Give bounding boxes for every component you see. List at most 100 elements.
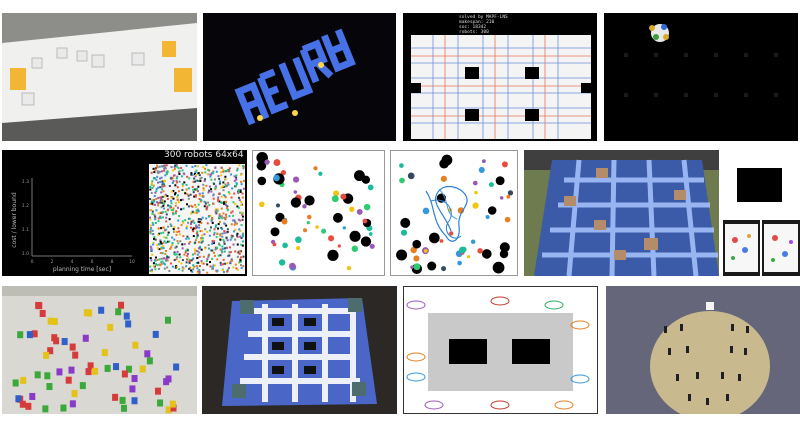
noise-cell (242, 187, 245, 190)
noise-cell (239, 211, 242, 214)
noise-cell (162, 241, 165, 244)
noise-cell (187, 197, 190, 200)
scatter-circle (340, 193, 347, 200)
scatter-circle (400, 229, 408, 236)
noise-cell (240, 224, 243, 227)
noise-cell (208, 234, 211, 237)
noise-cell (161, 188, 164, 191)
noise-cell (197, 172, 200, 175)
scatter-circle (410, 246, 417, 254)
noise-cell (225, 213, 228, 216)
noise-cell (236, 169, 239, 172)
noise-cell (149, 188, 152, 191)
noise-cell (165, 173, 168, 175)
noise-cell (194, 203, 197, 206)
noise-cell (221, 235, 224, 238)
noise-cell (189, 223, 192, 226)
noise-cell (185, 237, 188, 240)
noise-cell (176, 196, 179, 199)
noise-cell (220, 215, 223, 218)
scatter-circle (495, 176, 505, 186)
noise-cell (150, 171, 153, 174)
noise-cell (236, 235, 239, 238)
noise-cell (224, 196, 227, 199)
noise-cell (241, 212, 244, 215)
noise-cell (172, 197, 175, 200)
noise-cell (163, 165, 166, 168)
noise-cell (163, 164, 166, 167)
noise-cell (206, 263, 209, 266)
noise-cell (167, 225, 170, 228)
noise-cell (192, 268, 195, 271)
noise-cell (193, 252, 196, 255)
noise-cell (201, 192, 204, 195)
noise-cell (177, 219, 180, 222)
noise-cell (179, 199, 182, 202)
noise-cell (215, 235, 218, 238)
noise-cell (173, 238, 176, 241)
noise-cell (169, 247, 172, 250)
noise-cell (203, 205, 206, 208)
noise-cell (215, 170, 218, 173)
noise-cell (214, 187, 217, 190)
noise-cell (150, 191, 153, 194)
noise-cell (196, 267, 199, 270)
noise-cell (236, 243, 239, 246)
noise-cell (200, 218, 203, 221)
noise-cell (156, 264, 159, 267)
noise-cell (173, 230, 176, 233)
noise-cell (222, 194, 225, 197)
noise-cell (169, 206, 172, 209)
noise-cell (184, 251, 187, 254)
noise-cell (204, 247, 207, 250)
noise-cell (217, 175, 220, 178)
noise-cell (159, 201, 162, 204)
colored-block (170, 404, 177, 412)
noise-cell (155, 209, 158, 212)
y-tick-label: 1.1 (22, 227, 29, 233)
noise-cell (190, 269, 193, 272)
scatter-circle (307, 214, 312, 220)
noise-cell (213, 178, 216, 181)
noise-cell (198, 247, 201, 250)
noise-cell (225, 200, 228, 203)
noise-cell (159, 196, 162, 199)
terminal-line: soc: 18342 (459, 25, 487, 30)
noise-cell (156, 244, 159, 247)
noise-cell (153, 203, 156, 206)
noise-cell (160, 232, 163, 235)
y-tick-label: 1.0 (22, 251, 29, 257)
noise-cell (149, 265, 152, 268)
noise-cell (208, 189, 211, 192)
noise-cell (178, 268, 181, 271)
noise-cell (174, 184, 177, 187)
colored-block (107, 323, 114, 331)
noise-cell (179, 256, 182, 259)
colored-block (125, 365, 132, 373)
noise-cell (156, 170, 159, 173)
noise-cell (241, 240, 244, 243)
noise-cell (191, 253, 194, 256)
noise-cell (234, 238, 237, 241)
noise-cell (198, 192, 201, 195)
noise-cell (191, 165, 194, 168)
noise-cell (226, 262, 229, 265)
noise-cell (198, 226, 201, 229)
colored-block (131, 375, 138, 383)
noise-cell (157, 267, 160, 270)
noise-cell (158, 243, 161, 246)
noise-cell (226, 270, 229, 273)
noise-cell (198, 251, 201, 254)
noise-cell (224, 246, 227, 249)
noise-cell (167, 204, 170, 207)
noise-cell (172, 209, 175, 212)
tile-crowd-photo (606, 286, 800, 414)
noise-cell (185, 227, 188, 230)
noise-cell (232, 243, 235, 246)
noise-cell (199, 177, 202, 180)
noise-cell (238, 164, 241, 167)
noise-cell (180, 175, 183, 178)
noise-cell (189, 226, 192, 229)
noise-cell (207, 215, 210, 218)
noise-cell (235, 176, 238, 179)
